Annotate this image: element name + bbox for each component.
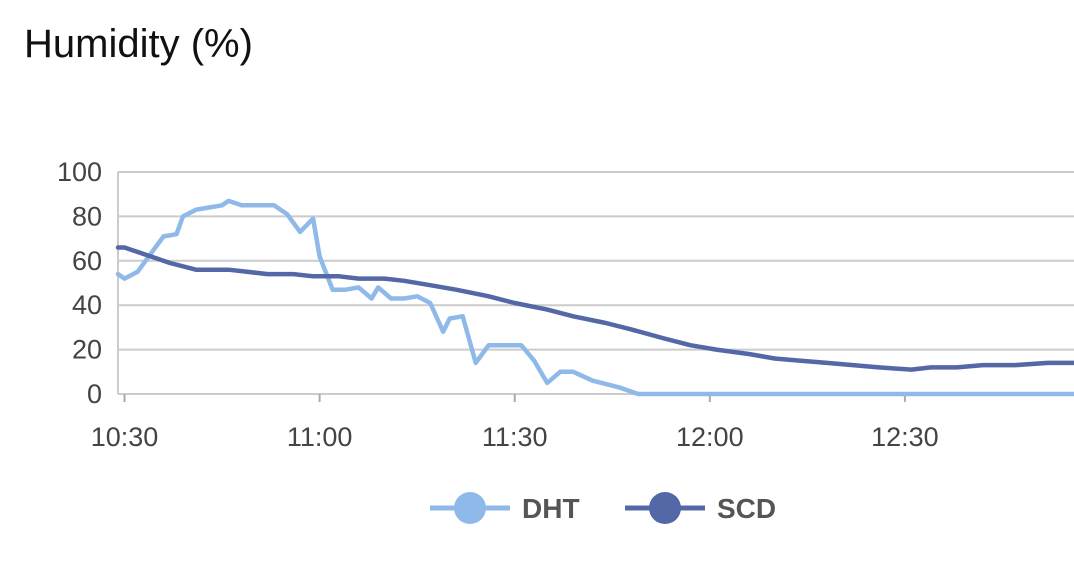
- x-axis-ticks: 10:30 11:00 11:30 12:00 12:30: [91, 422, 939, 452]
- y-tick-label-100: 100: [57, 157, 102, 187]
- chart-title: Humidity (%): [24, 22, 253, 66]
- legend-marker-dht: [454, 492, 486, 524]
- x-tick-label-1030: 10:30: [91, 422, 159, 452]
- x-tick-label-1130: 11:30: [482, 422, 548, 452]
- y-tick-label-40: 40: [72, 290, 102, 320]
- legend: DHT SCD: [430, 492, 776, 524]
- legend-marker-scd: [649, 492, 681, 524]
- series-line-scd: [115, 245, 1074, 372]
- y-tick-label-0: 0: [87, 379, 102, 409]
- y-tick-label-20: 20: [72, 335, 102, 365]
- series-lines: [115, 198, 1074, 397]
- y-tick-label-60: 60: [72, 246, 102, 276]
- y-tick-label-80: 80: [72, 201, 102, 231]
- legend-label-scd: SCD: [717, 493, 776, 524]
- series-line-dht: [115, 198, 1074, 397]
- legend-label-dht: DHT: [522, 493, 580, 524]
- y-axis-ticks: 0 20 40 60 80 100: [57, 157, 102, 409]
- x-tick-label-1200: 12:00: [676, 422, 744, 452]
- x-tick-label-1100: 11:00: [287, 422, 353, 452]
- grid-lines: [117, 171, 1074, 402]
- x-tick-label-1230: 12:30: [871, 422, 939, 452]
